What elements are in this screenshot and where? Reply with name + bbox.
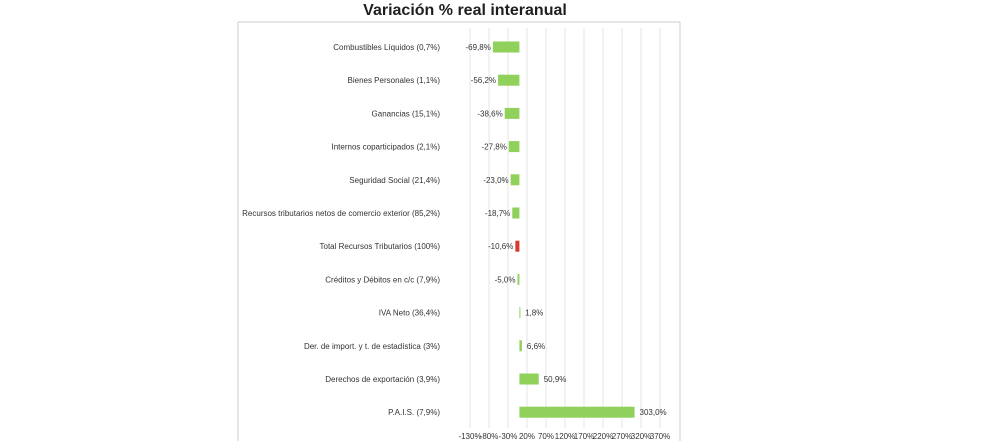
x-tick-label: 270%	[612, 432, 632, 441]
category-label: Seguridad Social (21,4%)	[349, 176, 440, 185]
x-tick-label: 370%	[650, 432, 670, 441]
bar	[510, 174, 520, 186]
x-tick-label: -130%	[458, 432, 481, 441]
data-label: -18,7%	[485, 209, 510, 218]
x-tick-label: -30%	[499, 432, 518, 441]
category-label: P.A.I.S. (7,9%)	[388, 408, 440, 417]
bar	[515, 240, 520, 252]
data-label: 303,0%	[640, 408, 667, 417]
bar	[519, 307, 521, 319]
data-label: 6,6%	[527, 342, 545, 351]
data-label: -38,6%	[477, 109, 502, 118]
category-label: Recursos tributarios netos de comercio e…	[242, 209, 440, 218]
bar	[508, 141, 520, 153]
bar	[498, 74, 520, 86]
data-label: 50,9%	[544, 375, 567, 384]
category-label: Bienes Personales (1,1%)	[348, 76, 441, 85]
category-label: Ganancias (15,1%)	[372, 109, 441, 118]
data-label: -10,6%	[488, 242, 513, 251]
bar	[504, 107, 520, 119]
category-label: IVA Neto (36,4%)	[379, 309, 441, 318]
data-label: -5,0%	[495, 275, 516, 284]
category-label: Total Recursos Tributarios (100%)	[320, 242, 441, 251]
category-label: Combustibles Líquidos (0,7%)	[333, 43, 440, 52]
data-label: -69,8%	[466, 43, 491, 52]
x-tick-label: 220%	[593, 432, 613, 441]
x-tick-label: 70%	[538, 432, 554, 441]
category-label: Créditos y Débitos en c/c (7,9%)	[325, 275, 440, 284]
category-label: Derechos de exportación (3,9%)	[325, 375, 440, 384]
category-label: Internos coparticipados (2,1%)	[332, 143, 441, 152]
bar	[492, 41, 520, 53]
x-tick-label: 170%	[574, 432, 594, 441]
data-label: -23,0%	[483, 176, 508, 185]
bar	[519, 340, 522, 352]
bar	[519, 406, 635, 418]
bar	[512, 207, 520, 219]
category-label: Der. de import. y t. de estadística (3%)	[304, 342, 440, 351]
x-tick-label: 120%	[555, 432, 575, 441]
x-tick-label: 320%	[631, 432, 651, 441]
data-label: -27,8%	[481, 143, 506, 152]
chart-title: Variación % real interanual	[363, 2, 567, 19]
data-label: -56,2%	[471, 76, 496, 85]
x-tick-label: -80%	[480, 432, 499, 441]
data-label: 1,8%	[525, 309, 543, 318]
bar	[519, 373, 539, 385]
x-tick-label: 20%	[519, 432, 535, 441]
bar	[517, 273, 520, 285]
